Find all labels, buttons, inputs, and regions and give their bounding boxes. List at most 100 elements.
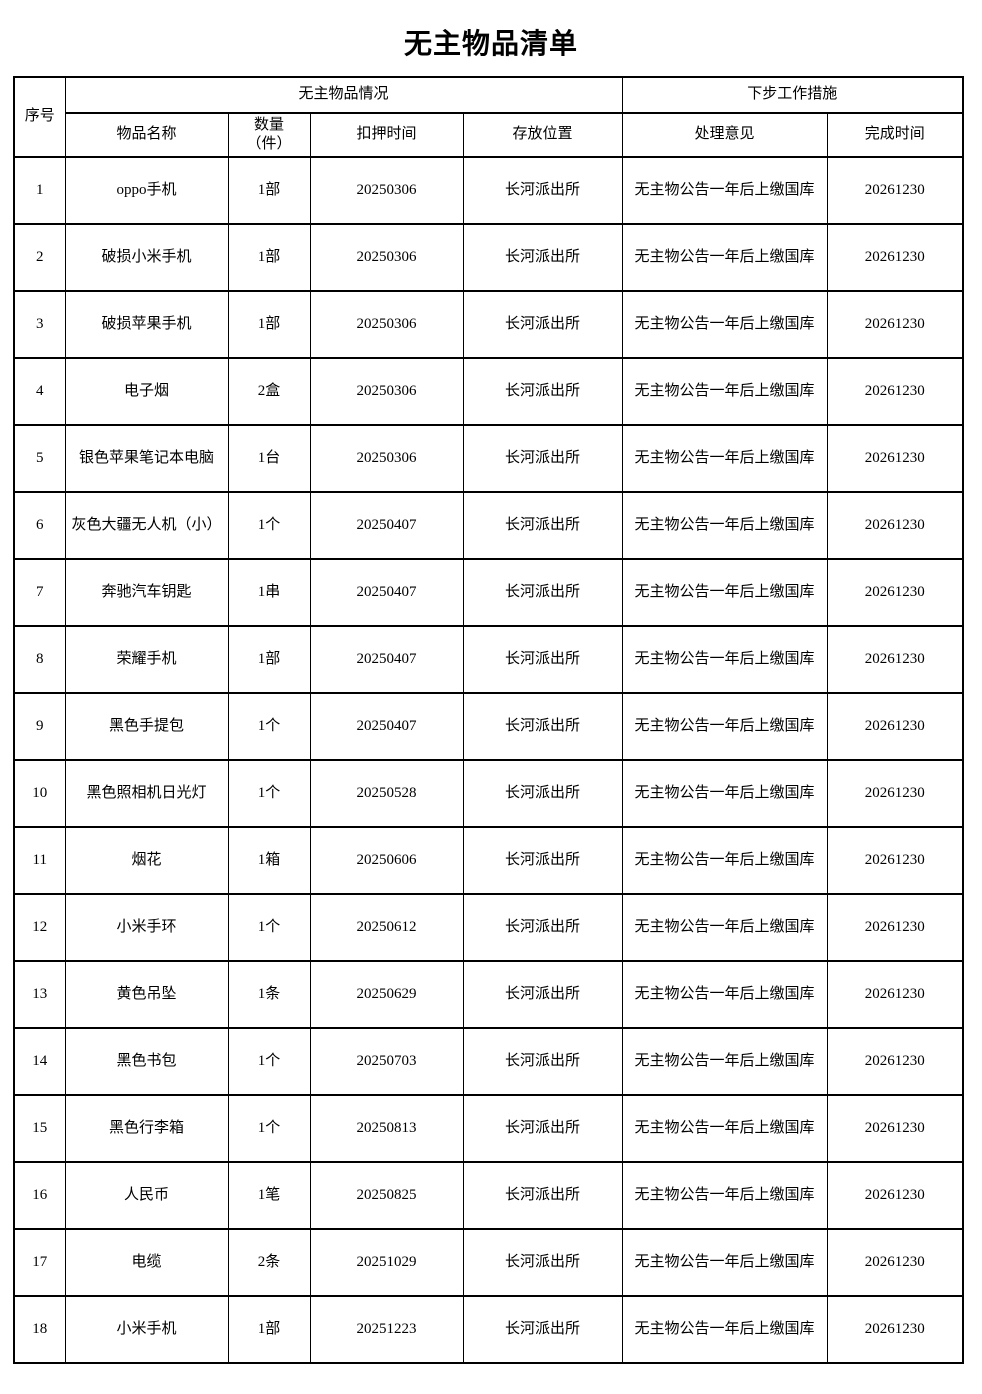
quantity-cell: 1个 xyxy=(227,491,311,560)
table-row: 15 黑色行李箱 1个 20250813 长河派出所 无主物公告一年后上缴国库 202612… xyxy=(13,1094,964,1163)
quantity-cell: 1个 xyxy=(227,1094,311,1163)
completion-date-cell: 20261230 xyxy=(826,424,964,493)
storage-location-cell: 长河派出所 xyxy=(462,826,623,895)
storage-location-cell: 长河派出所 xyxy=(462,223,623,292)
item-name-cell: oppo手机 xyxy=(64,156,229,225)
completion-date-cell: 20261230 xyxy=(826,625,964,694)
handling-opinion-cell: 无主物公告一年后上缴国库 xyxy=(621,826,828,895)
serial-cell: 10 xyxy=(13,759,66,828)
table-row: 10 黑色照相机日光灯 1个 20250528 长河派出所 无主物公告一年后上缴国库 202… xyxy=(13,759,964,828)
completion-date-cell: 20261230 xyxy=(826,223,964,292)
serial-cell: 2 xyxy=(13,223,66,292)
completion-date-cell: 20261230 xyxy=(826,826,964,895)
quantity-cell: 1个 xyxy=(227,893,311,962)
col-header-item-name: 物品名称 xyxy=(64,112,229,158)
group-header-row: 序号 无主物品情况 下步工作措施 xyxy=(13,76,964,158)
storage-location-cell: 长河派出所 xyxy=(462,1228,623,1297)
quantity-cell: 2盒 xyxy=(227,357,311,426)
table-row: 6 灰色大疆无人机（小） 1个 20250407 长河派出所 无主物公告一年后上缴国库 20… xyxy=(13,491,964,560)
seizure-date-cell: 20250306 xyxy=(309,357,464,426)
seizure-date-cell: 20251029 xyxy=(309,1228,464,1297)
item-name-cell: 电子烟 xyxy=(64,357,229,426)
serial-cell: 13 xyxy=(13,960,66,1029)
quantity-cell: 1笔 xyxy=(227,1161,311,1230)
table-row: 1 oppo手机 1部 20250306 长河派出所 无主物公告一年后上缴国库 202612… xyxy=(13,156,964,225)
handling-opinion-cell: 无主物公告一年后上缴国库 xyxy=(621,424,828,493)
seizure-date-cell: 20250813 xyxy=(309,1094,464,1163)
completion-date-cell: 20261230 xyxy=(826,1161,964,1230)
seizure-date-cell: 20250407 xyxy=(309,625,464,694)
quantity-cell: 1部 xyxy=(227,1295,311,1364)
serial-cell: 12 xyxy=(13,893,66,962)
serial-cell: 9 xyxy=(13,692,66,761)
completion-date-cell: 20261230 xyxy=(826,893,964,962)
quantity-cell: 1个 xyxy=(227,692,311,761)
item-name-cell: 奔驰汽车钥匙 xyxy=(64,558,229,627)
handling-opinion-cell: 无主物公告一年后上缴国库 xyxy=(621,223,828,292)
item-name-cell: 黄色吊坠 xyxy=(64,960,229,1029)
table-row: 13 黄色吊坠 1条 20250629 长河派出所 无主物公告一年后上缴国库 2026123… xyxy=(13,960,964,1029)
quantity-cell: 1部 xyxy=(227,625,311,694)
table-row: 8 荣耀手机 1部 20250407 长河派出所 无主物公告一年后上缴国库 20261230 xyxy=(13,625,964,694)
item-name-cell: 烟花 xyxy=(64,826,229,895)
table-header: 序号 无主物品情况 下步工作措施 物品名称 数量 （件） 扣押时间 存放位置 处… xyxy=(13,76,964,158)
table-row: 3 破损苹果手机 1部 20250306 长河派出所 无主物公告一年后上缴国库 202612… xyxy=(13,290,964,359)
handling-opinion-cell: 无主物公告一年后上缴国库 xyxy=(621,1094,828,1163)
item-name-cell: 黑色书包 xyxy=(64,1027,229,1096)
handling-opinion-cell: 无主物公告一年后上缴国库 xyxy=(621,1027,828,1096)
storage-location-cell: 长河派出所 xyxy=(462,156,623,225)
handling-opinion-cell: 无主物公告一年后上缴国库 xyxy=(621,692,828,761)
storage-location-cell: 长河派出所 xyxy=(462,759,623,828)
table-row: 18 小米手机 1部 20251223 长河派出所 无主物公告一年后上缴国库 2026123… xyxy=(13,1295,964,1364)
storage-location-cell: 长河派出所 xyxy=(462,893,623,962)
table-row: 7 奔驰汽车钥匙 1串 20250407 长河派出所 无主物公告一年后上缴国库 202612… xyxy=(13,558,964,627)
seizure-date-cell: 20250825 xyxy=(309,1161,464,1230)
seizure-date-cell: 20250407 xyxy=(309,558,464,627)
completion-date-cell: 20261230 xyxy=(826,290,964,359)
item-name-cell: 黑色手提包 xyxy=(64,692,229,761)
unclaimed-items-table: 序号 无主物品情况 下步工作措施 物品名称 数量 （件） 扣押时间 存放位置 处… xyxy=(13,76,965,1364)
completion-date-cell: 20261230 xyxy=(826,558,964,627)
seizure-date-cell: 20250306 xyxy=(309,290,464,359)
item-name-cell: 小米手环 xyxy=(64,893,229,962)
storage-location-cell: 长河派出所 xyxy=(462,1094,623,1163)
serial-cell: 11 xyxy=(13,826,66,895)
table-body: 1 oppo手机 1部 20250306 长河派出所 无主物公告一年后上缴国库 202612… xyxy=(13,156,964,1364)
table-row: 11 烟花 1箱 20250606 长河派出所 无主物公告一年后上缴国库 20261230 xyxy=(13,826,964,895)
storage-location-cell: 长河派出所 xyxy=(462,692,623,761)
quantity-cell: 1串 xyxy=(227,558,311,627)
serial-cell: 1 xyxy=(13,156,66,225)
quantity-cell: 2条 xyxy=(227,1228,311,1297)
storage-location-cell: 长河派出所 xyxy=(462,491,623,560)
storage-location-cell: 长河派出所 xyxy=(462,625,623,694)
page-title: 无主物品清单 xyxy=(403,29,578,60)
handling-opinion-cell: 无主物公告一年后上缴国库 xyxy=(621,156,828,225)
table-row: 12 小米手环 1个 20250612 长河派出所 无主物公告一年后上缴国库 2026123… xyxy=(13,893,964,962)
serial-cell: 5 xyxy=(13,424,66,493)
handling-opinion-cell: 无主物公告一年后上缴国库 xyxy=(621,290,828,359)
item-name-cell: 破损小米手机 xyxy=(64,223,229,292)
seizure-date-cell: 20250528 xyxy=(309,759,464,828)
storage-location-cell: 长河派出所 xyxy=(462,290,623,359)
storage-location-cell: 长河派出所 xyxy=(462,357,623,426)
handling-opinion-cell: 无主物公告一年后上缴国库 xyxy=(621,1228,828,1297)
handling-opinion-cell: 无主物公告一年后上缴国库 xyxy=(621,893,828,962)
quantity-cell: 1个 xyxy=(227,759,311,828)
table-row: 2 破损小米手机 1部 20250306 长河派出所 无主物公告一年后上缴国库 202612… xyxy=(13,223,964,292)
completion-date-cell: 20261230 xyxy=(826,357,964,426)
seizure-date-cell: 20250407 xyxy=(309,692,464,761)
col-header-quantity: 数量 （件） xyxy=(227,112,311,158)
seizure-date-cell: 20250703 xyxy=(309,1027,464,1096)
group-header-next-steps: 下步工作措施 xyxy=(621,76,964,114)
handling-opinion-cell: 无主物公告一年后上缴国库 xyxy=(621,1161,828,1230)
table-row: 16 人民币 1笔 20250825 长河派出所 无主物公告一年后上缴国库 20261230 xyxy=(13,1161,964,1230)
quantity-cell: 1部 xyxy=(227,223,311,292)
quantity-cell: 1条 xyxy=(227,960,311,1029)
col-header-serial: 序号 xyxy=(13,76,66,158)
item-name-cell: 黑色行李箱 xyxy=(64,1094,229,1163)
sub-header-row: 物品名称 数量 （件） 扣押时间 存放位置 处理意见 完成时间 xyxy=(14,112,964,158)
completion-date-cell: 20261230 xyxy=(826,156,964,225)
storage-location-cell: 长河派出所 xyxy=(462,1295,623,1364)
storage-location-cell: 长河派出所 xyxy=(462,558,623,627)
handling-opinion-cell: 无主物公告一年后上缴国库 xyxy=(621,625,828,694)
